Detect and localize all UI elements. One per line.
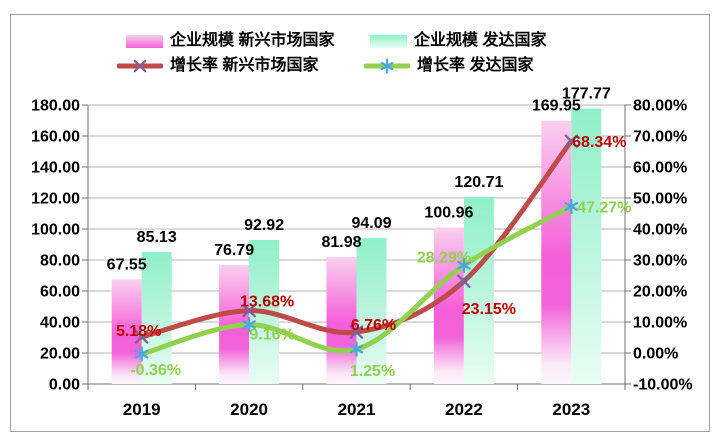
bar-value-label: 100.96 <box>424 205 473 222</box>
y-axis-tick-label-right: 0.00% <box>633 346 678 363</box>
y-axis-tick-label-left: 60.00 <box>40 284 80 301</box>
line-value-label: 6.76% <box>351 317 396 334</box>
y-axis-tick-label-right: 40.00% <box>633 222 687 239</box>
bar-value-label: 120.71 <box>454 174 503 191</box>
data-point-emerging-2020[interactable] <box>242 303 256 318</box>
bar-emerging-2022[interactable] <box>433 227 464 384</box>
legend-line-x-marker-icon <box>116 57 164 75</box>
line-value-label: 23.15% <box>462 301 516 318</box>
data-point-developed-2022[interactable] <box>457 257 471 273</box>
y-axis-tick-label-left: 120.00 <box>31 191 80 208</box>
line-value-label: 1.25% <box>350 363 395 380</box>
y-axis-tick-label-right: 50.00% <box>633 191 687 208</box>
bar-developed-2022[interactable] <box>463 196 494 384</box>
legend-label-bar-developed: 企业规模 发达国家 <box>414 32 547 49</box>
legend-label-line-emerging: 增长率 新兴市场国家 <box>170 57 319 74</box>
legend-swatch-bar-emerging-icon <box>126 34 163 48</box>
bar-value-label: 76.79 <box>214 242 254 259</box>
legend-line-sample <box>363 58 411 74</box>
x-axis-category-label: 2022 <box>445 400 483 419</box>
data-point-developed-2023[interactable] <box>564 198 579 215</box>
y-axis-tick-label-right: 10.00% <box>633 315 687 332</box>
line-value-label: 13.68% <box>240 294 294 311</box>
bar-value-label: 85.13 <box>137 229 177 246</box>
bar-developed-2019[interactable] <box>141 252 172 384</box>
y-axis-tick-label-left: 80.00 <box>40 253 80 270</box>
line-value-label: -0.36% <box>130 362 181 379</box>
x-axis-category-label: 2021 <box>338 400 376 419</box>
data-point-emerging-2022[interactable] <box>457 274 471 288</box>
bar-value-label: 81.98 <box>321 234 361 251</box>
line-value-label: 47.27% <box>577 199 631 216</box>
y-axis-tick-label-right: 60.00% <box>633 160 687 177</box>
x-axis-category-label: 2019 <box>123 400 161 419</box>
y-axis-tick-label-left: 140.00 <box>31 160 80 177</box>
legend-item-bar-emerging[interactable]: 企业规模 新兴市场国家 <box>126 31 334 51</box>
legend-label-line-developed: 增长率 发达国家 <box>417 57 534 74</box>
legend-label-bar-emerging: 企业规模 新兴市场国家 <box>170 32 335 49</box>
x-axis-category-label: 2023 <box>552 400 590 419</box>
data-point-developed-2020[interactable] <box>242 316 256 333</box>
data-point-emerging-2019[interactable] <box>134 330 149 344</box>
y-axis-tick-label-left: 180.00 <box>31 98 80 115</box>
bar-developed-2023[interactable] <box>571 108 602 385</box>
bar-emerging-2021[interactable] <box>326 256 357 384</box>
line-value-label: 28.29% <box>417 249 471 266</box>
y-axis-tick-label-right: 80.00% <box>633 98 687 115</box>
legend-line-sample <box>116 59 164 73</box>
legend-line-asterisk-marker-icon <box>363 57 411 75</box>
legend-item-bar-developed[interactable]: 企业规模 发达国家 <box>370 31 546 51</box>
data-point-developed-2019[interactable] <box>134 346 149 362</box>
legend-item-line-developed[interactable]: 增长率 发达国家 <box>363 56 534 76</box>
data-point-emerging-2023[interactable] <box>564 134 579 148</box>
y-axis-tick-label-left: 20.00 <box>40 346 80 363</box>
bar-value-label: 169.95 <box>532 98 581 115</box>
line-value-label: 9.16% <box>249 327 294 344</box>
data-point-developed-2021[interactable] <box>349 341 364 357</box>
line-value-label: 68.34% <box>572 134 626 151</box>
bar-value-label: 92.92 <box>244 217 284 234</box>
legend-item-line-emerging[interactable]: 增长率 新兴市场国家 <box>116 56 319 76</box>
y-axis-tick-label-right: 30.00% <box>633 253 687 270</box>
y-axis-tick-label-left: 0.00 <box>49 377 80 394</box>
y-axis-tick-label-right: 20.00% <box>633 284 687 301</box>
data-point-emerging-2021[interactable] <box>349 325 364 339</box>
bar-value-label: 94.09 <box>351 215 391 232</box>
growth-line-emerging[interactable] <box>139 138 574 340</box>
y-axis-tick-label-right: -10.00% <box>633 377 693 394</box>
y-axis-tick-label-left: 100.00 <box>31 222 80 239</box>
y-axis-tick-label-left: 40.00 <box>40 315 80 332</box>
legend-swatch-bar-developed-icon <box>370 34 407 48</box>
x-axis-category-label: 2020 <box>230 400 268 419</box>
bar-value-label: 67.55 <box>107 256 147 273</box>
bar-developed-2021[interactable] <box>356 238 387 384</box>
line-value-label: 5.18% <box>116 323 161 340</box>
y-axis-tick-label-left: 160.00 <box>31 129 80 146</box>
y-axis-tick-label-right: 70.00% <box>633 129 687 146</box>
bar-value-label: 177.77 <box>562 85 611 102</box>
